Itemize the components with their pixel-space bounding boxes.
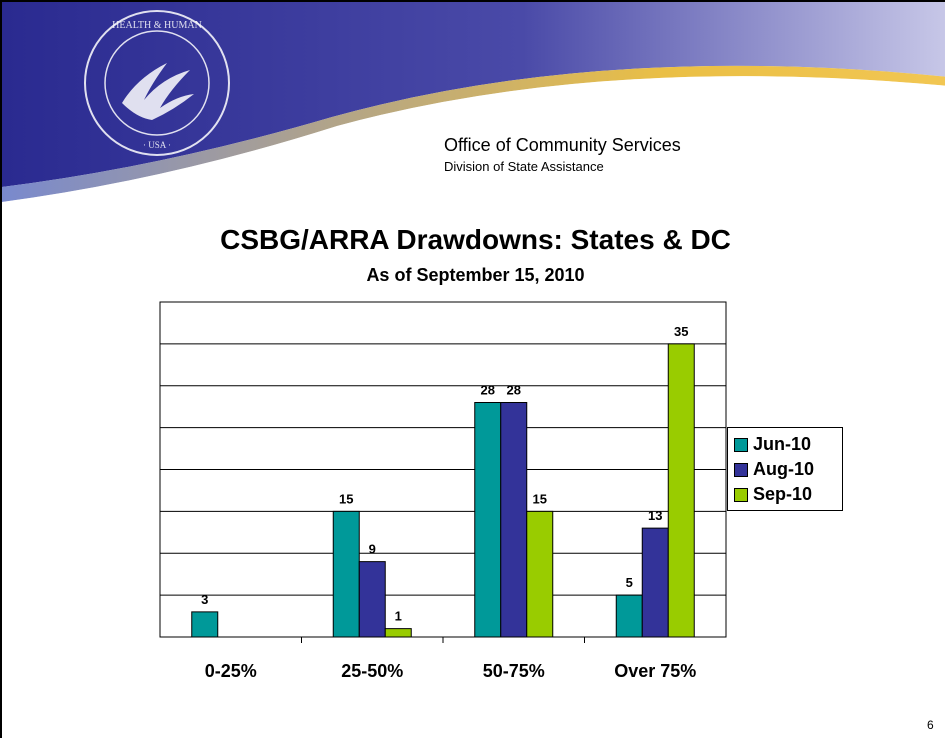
bar-sep-10 <box>526 510 554 638</box>
chart-title: CSBG/ARRA Drawdowns: States & DC <box>220 224 731 255</box>
data-label: 13 <box>648 508 662 523</box>
data-label: 35 <box>674 324 688 339</box>
chart-subtitle: As of September 15, 2010 <box>366 265 585 285</box>
legend-label-sep: Sep-10 <box>753 484 813 504</box>
legend-swatch-sep <box>734 487 748 502</box>
office-name: Office of Community Services <box>444 135 681 155</box>
legend-item-aug: Aug-10 <box>734 457 836 482</box>
data-label: 15 <box>533 491 547 506</box>
legend-item-jun: Jun-10 <box>734 432 836 457</box>
division-name: Division of State Assistance <box>444 159 604 174</box>
x-tick-label: 0-25% <box>205 661 257 681</box>
data-label: 28 <box>481 383 495 398</box>
data-label: 15 <box>339 491 353 506</box>
data-label: 3 <box>201 592 208 607</box>
chart-legend: Jun-10 Aug-10 Sep-10 <box>727 427 843 511</box>
bar-sep-10 <box>384 628 412 638</box>
x-tick-label: 50-75% <box>483 661 545 681</box>
svg-text:HEALTH & HUMAN: HEALTH & HUMAN <box>112 20 202 31</box>
data-label: 1 <box>395 609 402 624</box>
legend-label-aug: Aug-10 <box>753 459 815 479</box>
bar-aug-10 <box>641 527 669 638</box>
bar-jun-10 <box>332 510 360 638</box>
bar-jun-10 <box>191 611 219 638</box>
bar-sep-10 <box>667 343 695 638</box>
data-label: 5 <box>626 575 633 590</box>
slide-number: 6 <box>927 718 934 732</box>
svg-text:· USA ·: · USA · <box>143 140 171 150</box>
bar-aug-10 <box>358 561 386 638</box>
agency-name: Administration for Children and Families <box>447 102 815 123</box>
data-label: 28 <box>507 383 521 398</box>
x-tick-label: 25-50% <box>341 661 403 681</box>
bar-aug-10 <box>500 402 528 638</box>
data-label: 9 <box>369 542 376 557</box>
hhs-seal-icon: HEALTH & HUMAN · USA · <box>84 10 230 156</box>
bar-jun-10 <box>615 594 643 638</box>
legend-swatch-aug <box>734 462 748 477</box>
legend-swatch-jun <box>734 437 748 452</box>
header-banner <box>2 2 945 216</box>
legend-item-sep: Sep-10 <box>734 482 836 507</box>
legend-label-jun: Jun-10 <box>753 434 812 454</box>
bar-jun-10 <box>474 402 502 638</box>
x-tick-label: Over 75% <box>614 661 696 681</box>
